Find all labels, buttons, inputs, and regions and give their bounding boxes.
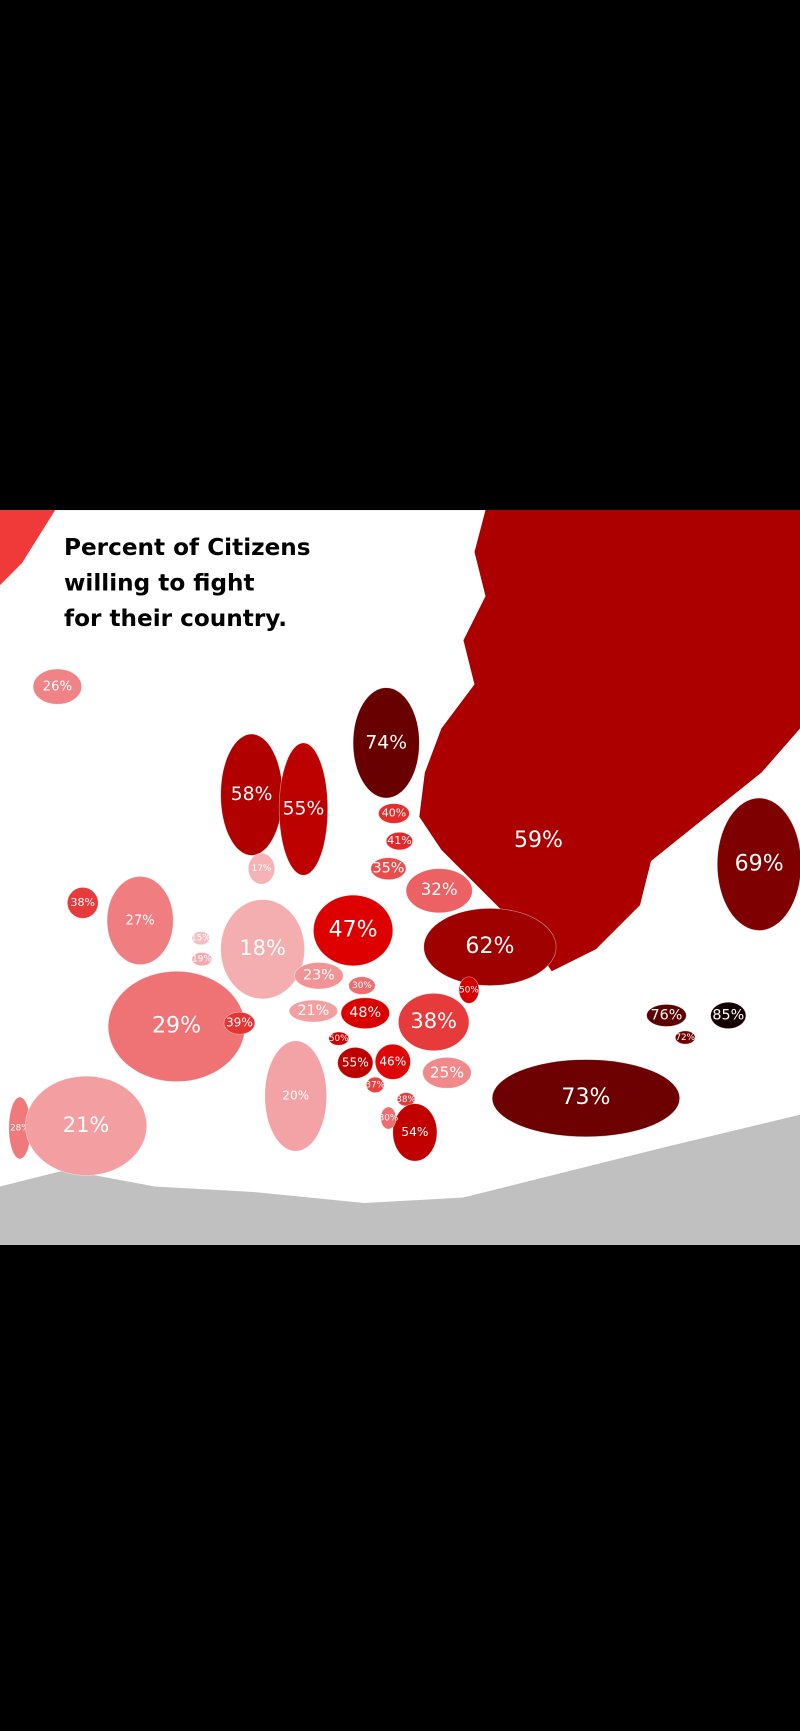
- region-label: 76%: [651, 1007, 683, 1023]
- region: [278, 742, 329, 876]
- region-label: 26%: [43, 680, 72, 695]
- region-label: 55%: [283, 799, 325, 820]
- greenland: [0, 510, 56, 586]
- region: [392, 1103, 438, 1162]
- region: [191, 952, 213, 967]
- region: [264, 1040, 327, 1152]
- title-line: Percent of Citizens: [64, 534, 311, 561]
- region: [294, 962, 344, 990]
- region-label: 50%: [329, 1034, 349, 1044]
- region: [405, 868, 473, 914]
- region-label: 74%: [365, 732, 407, 753]
- region: [66, 887, 99, 919]
- region-label: 35%: [372, 861, 404, 877]
- region: [348, 976, 376, 995]
- region-label: 37%: [365, 1080, 385, 1090]
- region-label: 58%: [231, 784, 273, 805]
- region-label: 20%: [282, 1088, 309, 1102]
- region: [313, 894, 394, 967]
- region-label: 21%: [297, 1003, 329, 1019]
- region-label: 27%: [125, 914, 154, 929]
- region-label: 48%: [349, 1005, 381, 1021]
- region-label: 17%: [252, 864, 272, 874]
- region-label: 47%: [329, 917, 378, 942]
- region-label: 50%: [459, 986, 479, 996]
- region-label: 32%: [421, 880, 458, 899]
- region: [370, 857, 407, 881]
- region-label: 15%: [191, 934, 211, 944]
- region-label: 39%: [226, 1016, 253, 1030]
- region: [337, 1047, 374, 1079]
- region: [422, 1057, 472, 1089]
- region-label: 41%: [387, 834, 411, 847]
- region-label: 19%: [192, 955, 212, 965]
- region-label: 18%: [239, 936, 286, 960]
- region-label: 29%: [152, 1013, 201, 1038]
- region: [380, 1106, 397, 1130]
- region: [223, 1011, 256, 1035]
- region: [716, 797, 800, 931]
- region: [398, 993, 470, 1052]
- region: [220, 899, 305, 1000]
- region: [25, 1075, 148, 1176]
- region-label: 21%: [63, 1113, 110, 1137]
- region-label: 38%: [410, 1009, 457, 1033]
- region: [106, 876, 174, 966]
- region-label: 30%: [352, 981, 372, 991]
- region-label: 40%: [382, 807, 406, 820]
- region-label: 59%: [514, 828, 563, 853]
- region: [340, 997, 390, 1030]
- region-label: 73%: [561, 1085, 610, 1110]
- region: [247, 852, 276, 885]
- region: [328, 1031, 350, 1046]
- region: [288, 999, 338, 1023]
- region-label: 69%: [735, 851, 784, 876]
- region: [385, 831, 414, 851]
- region: [710, 1001, 747, 1030]
- region-label: 25%: [430, 1063, 464, 1081]
- region-label: 55%: [342, 1055, 369, 1069]
- region: [646, 1004, 687, 1027]
- region: [674, 1030, 696, 1045]
- region: [378, 803, 410, 824]
- region: [32, 668, 82, 705]
- region: [491, 1059, 681, 1138]
- region-label: 28%: [10, 1123, 30, 1133]
- region-label: 38%: [71, 896, 95, 909]
- region-label: 72%: [675, 1033, 695, 1043]
- region-label: 30%: [379, 1114, 399, 1124]
- region: [419, 510, 800, 972]
- region: [191, 931, 210, 946]
- title-line: willing to fight: [64, 569, 255, 596]
- region-label: 46%: [379, 1054, 406, 1068]
- region-label: 54%: [401, 1125, 428, 1139]
- region: [423, 908, 557, 986]
- region-label: 38%: [396, 1095, 416, 1105]
- region: [352, 687, 420, 799]
- region: [366, 1076, 385, 1094]
- region: [458, 976, 480, 1004]
- region-label: 23%: [303, 968, 335, 984]
- map: 26% 58% 55% 74% 40% 41% 35% 32% 59% 69% 38% 27% 15% 1…: [0, 510, 800, 1245]
- other-land: [0, 1114, 800, 1245]
- region: [374, 1043, 411, 1080]
- region-label: 62%: [465, 934, 514, 959]
- region-label: 85%: [712, 1007, 744, 1023]
- title-line: for their country.: [64, 605, 287, 632]
